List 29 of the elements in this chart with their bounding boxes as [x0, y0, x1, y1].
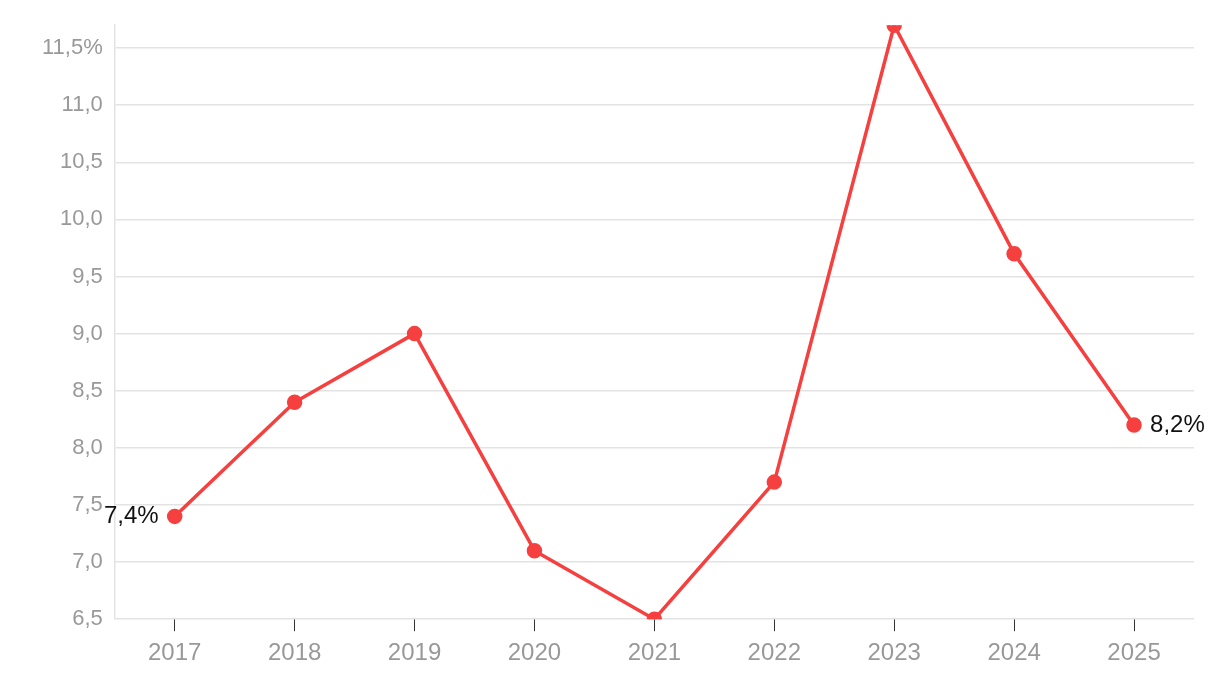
y-tick-label: 8,5 — [72, 376, 103, 402]
y-tick-label: 9,5 — [72, 262, 103, 288]
y-tick-label: 7,0 — [72, 548, 103, 574]
x-tick-label: 2017 — [148, 638, 202, 666]
point — [286, 394, 303, 410]
y-tick-label: 11,5% — [42, 34, 103, 60]
x-tick-label: 2019 — [387, 638, 442, 666]
y-tick-label: 6,5 — [72, 605, 103, 631]
x-tick-label: 2023 — [867, 638, 921, 666]
point — [1006, 245, 1022, 262]
point — [766, 474, 783, 490]
x-tick-label: 2018 — [267, 638, 322, 666]
y-tick-label: 9,0 — [72, 319, 103, 345]
y-tick-label: 8,0 — [72, 433, 103, 459]
point — [406, 325, 423, 342]
x-tick-label: 2024 — [987, 638, 1041, 666]
data-label: 7,4% — [104, 501, 159, 529]
point — [166, 508, 183, 525]
point — [526, 542, 543, 559]
x-tick-label: 2020 — [507, 638, 562, 666]
y-tick-label: 7,5 — [72, 491, 103, 517]
point — [1126, 417, 1142, 433]
y-tick-label: 11,0 — [61, 91, 103, 117]
x-tick-label: 2022 — [747, 638, 801, 666]
x-tick-label: 2021 — [627, 638, 682, 666]
x-tick-label: 2025 — [1107, 638, 1161, 666]
y-tick-label: 10,5 — [59, 148, 103, 174]
y-tick-label: 10,0 — [59, 205, 103, 231]
data-label: 8,2% — [1150, 409, 1205, 437]
